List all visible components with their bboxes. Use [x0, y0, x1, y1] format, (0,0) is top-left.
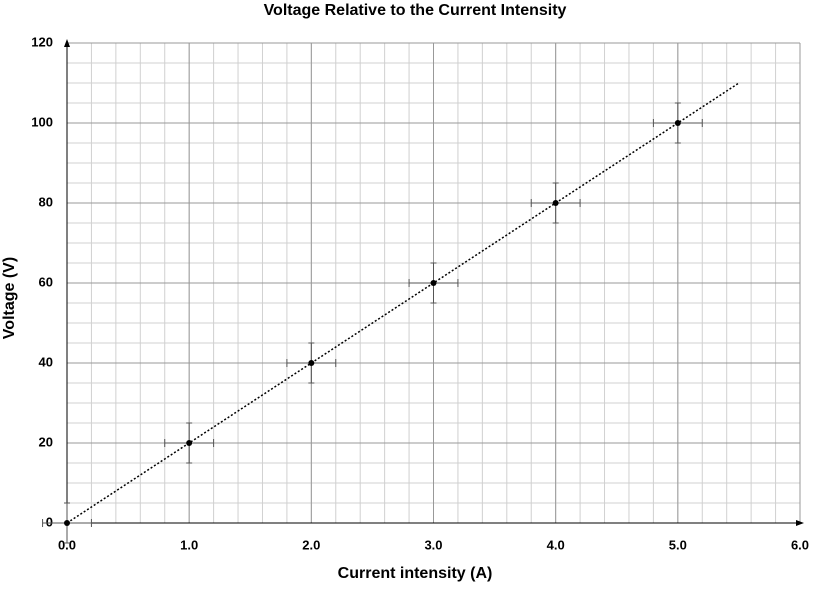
x-axis-label: Current intensity (A): [338, 565, 493, 582]
y-tick-label: 120: [31, 34, 53, 49]
grid: [66, 42, 801, 524]
x-tick-label: 5.0: [669, 537, 687, 552]
point: [552, 200, 559, 206]
chart-title: Voltage Relative to the Current Intensit…: [264, 2, 567, 19]
point: [430, 280, 437, 286]
x-tick-label: 3.0: [424, 537, 442, 552]
x-tick-label: 4.0: [547, 537, 565, 552]
point: [674, 120, 681, 126]
trendline: [66, 82, 740, 524]
point: [64, 520, 70, 526]
x-tick-label: 6.0: [791, 537, 809, 552]
x-tick-label: 2.0: [302, 537, 320, 552]
y-tick-label: 40: [39, 354, 53, 369]
y-tick-label: 20: [39, 434, 53, 449]
y-tick-label: 100: [31, 114, 53, 129]
y-axis-label: Voltage (V): [1, 257, 18, 339]
x-tick-label: 0.0: [58, 537, 76, 552]
x-tick-label: 1.0: [180, 537, 198, 552]
point: [186, 440, 193, 446]
y-tick-label: 80: [39, 194, 53, 209]
y-tick-label: 0: [46, 514, 53, 529]
point: [308, 360, 315, 366]
y-tick-label: 60: [39, 274, 53, 289]
